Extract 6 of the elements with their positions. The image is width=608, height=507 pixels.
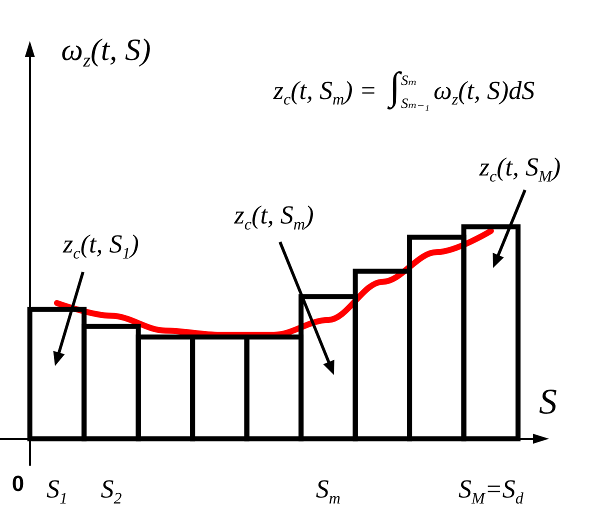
text: 0 [12, 470, 24, 496]
annotation: z$_{c}$(t, S$_{m}$) [234, 200, 314, 234]
text: z$_{c}$(t, S$_{M}$) [479, 152, 561, 186]
annotation: z$_{c}$(t, S$_{1}$) [63, 230, 139, 262]
x-axis-title: S [539, 382, 557, 422]
text: ω$_{z}$(t, S) [61, 32, 151, 72]
